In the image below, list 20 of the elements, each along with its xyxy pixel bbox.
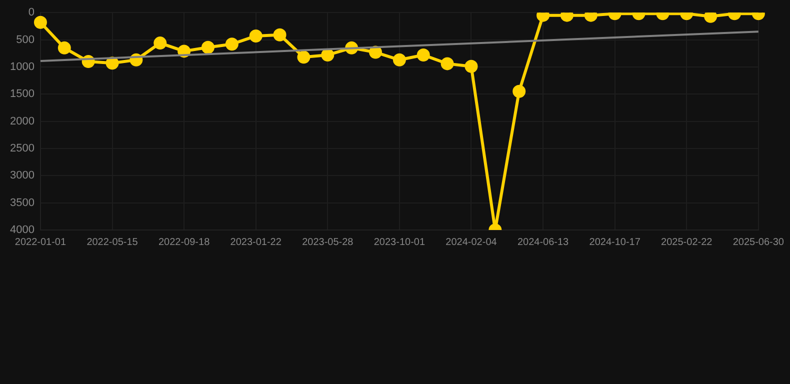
x-tick-label: 2024-06-13 xyxy=(517,236,570,248)
x-tick-label: 2022-09-18 xyxy=(158,236,210,248)
x-tick-label: 2023-01-22 xyxy=(230,236,282,248)
x-tick-label: 2023-10-01 xyxy=(374,236,426,248)
x-tick-label: 2023-05-28 xyxy=(302,236,354,248)
x-tick-label: 2022-05-15 xyxy=(86,236,138,248)
x-tick-label: 2022-01-01 xyxy=(14,236,66,248)
y-tick-label: 3500 xyxy=(10,196,34,209)
y-tick-label: 1500 xyxy=(10,88,34,100)
x-tick-label: 2025-06-30 xyxy=(732,236,784,248)
y-tick-label: 3000 xyxy=(10,170,34,182)
y-tick-label: 1000 xyxy=(10,60,34,73)
x-tick-label: 2025-02-22 xyxy=(661,236,713,248)
y-tick-label: 0 xyxy=(28,6,34,19)
y-tick-label: 2000 xyxy=(10,115,34,128)
x-tick-label: 2024-02-04 xyxy=(446,236,498,248)
y-tick-label: 4000 xyxy=(10,224,34,236)
y-tick-label: 500 xyxy=(16,34,34,46)
x-tick-label: 2024-10-17 xyxy=(589,236,641,248)
y-tick-label: 2500 xyxy=(10,142,34,155)
